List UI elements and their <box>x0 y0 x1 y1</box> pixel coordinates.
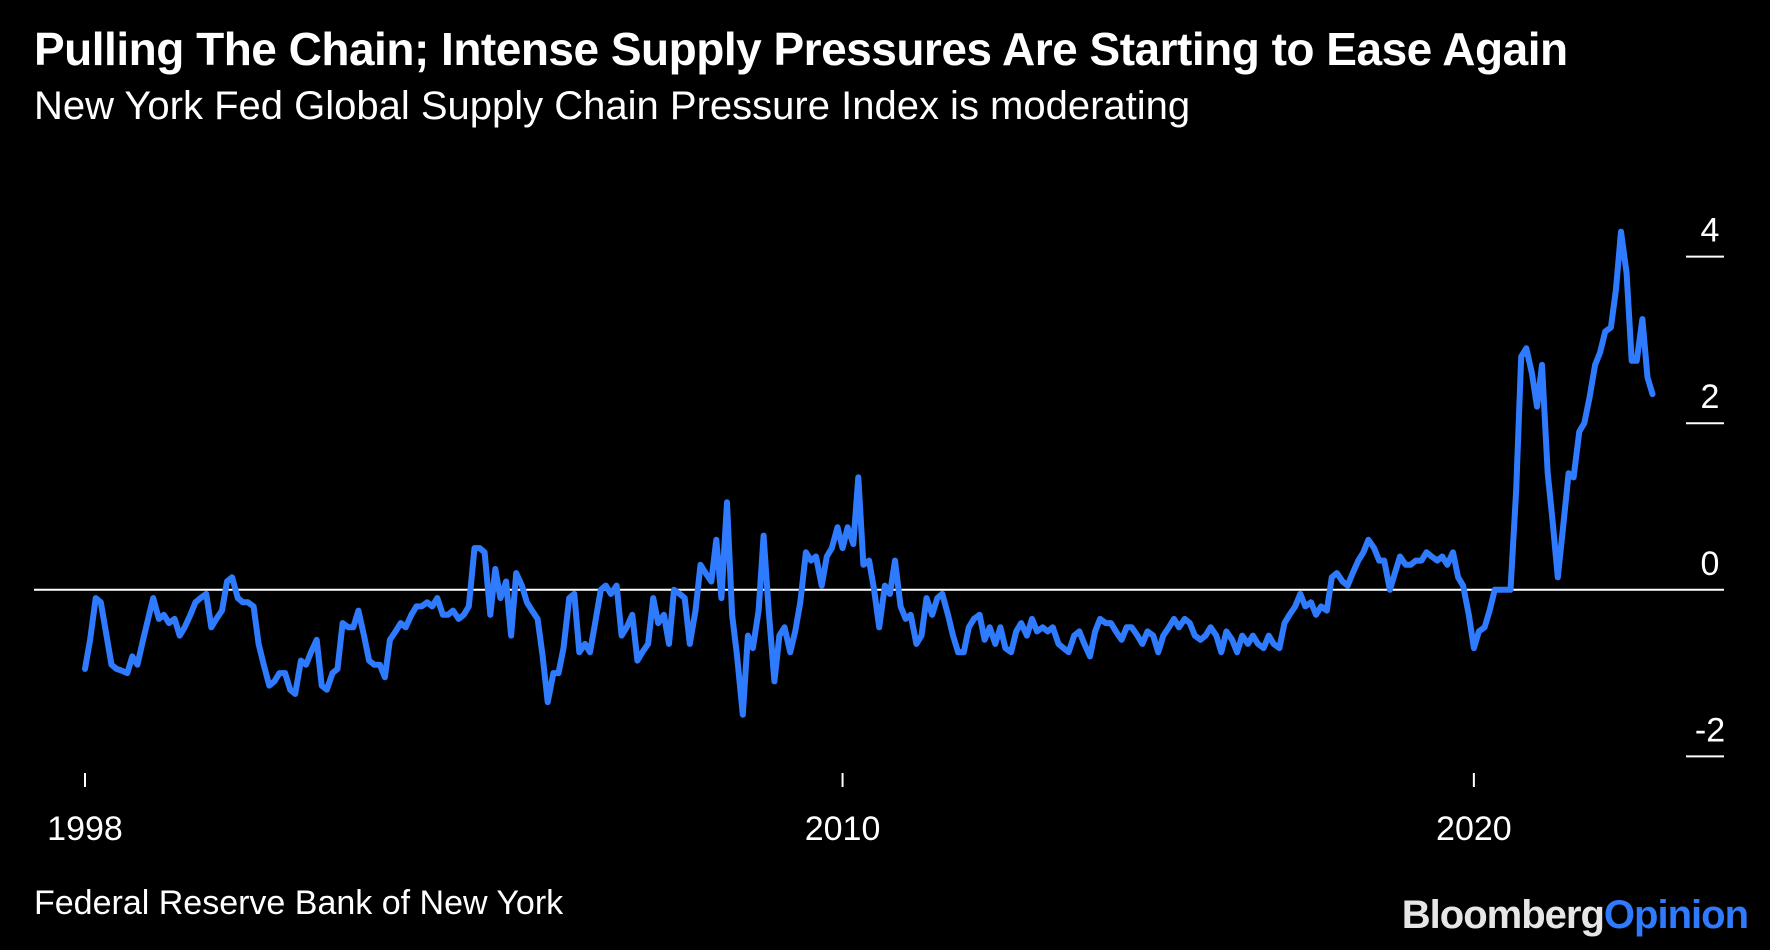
x-tick-label: 2020 <box>1436 810 1512 848</box>
x-axis: 1998 2010 2020 <box>47 773 1512 848</box>
x-tick-label: 2010 <box>805 810 881 848</box>
y-axis: -2 0 2 4 <box>1686 212 1725 758</box>
brand-logo-part1: Bloomberg <box>1401 893 1605 937</box>
y-tick-label: 0 <box>1701 545 1720 583</box>
source-note: Federal Reserve Bank of New York <box>34 884 564 922</box>
chart-title: Pulling The Chain; Intense Supply Pressu… <box>34 23 1568 75</box>
y-tick-label: -2 <box>1695 711 1725 749</box>
series-line-gscpi <box>82 228 1656 718</box>
chart-subtitle: New York Fed Global Supply Chain Pressur… <box>34 84 1191 128</box>
brand-logo: BloombergOpinion <box>1401 893 1749 938</box>
brand-logo-part2: Opinion <box>1603 893 1749 937</box>
y-tick-label: 2 <box>1701 378 1720 416</box>
x-tick-label: 1998 <box>47 810 123 848</box>
y-tick-label: 4 <box>1701 212 1720 250</box>
series-group <box>82 228 1656 718</box>
